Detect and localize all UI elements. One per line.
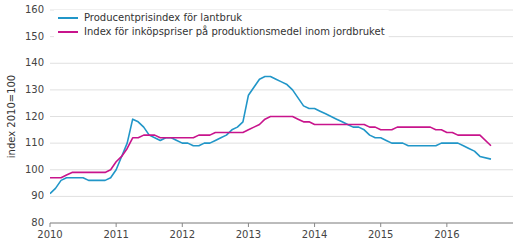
y-tick-label: 80 xyxy=(31,217,44,228)
y-tick-label: 140 xyxy=(25,57,44,68)
y-tick-label: 100 xyxy=(25,164,44,175)
y-tick-label: 160 xyxy=(25,4,44,15)
legend-item: Producentprisindex för lantbruk xyxy=(58,12,242,23)
x-tick xyxy=(314,223,315,227)
grid-line xyxy=(50,89,513,90)
legend-item: Index för inköpspriser på produktionsmed… xyxy=(58,25,385,37)
plot-area xyxy=(50,77,491,194)
y-tick-label: 110 xyxy=(25,137,44,148)
legend-background xyxy=(54,10,389,40)
legend-swatch xyxy=(58,31,78,33)
legend-swatch xyxy=(58,17,78,19)
grid-line xyxy=(50,169,513,170)
legend: Producentprisindex för lantbruk Index för… xyxy=(54,10,389,40)
y-tick-label: 130 xyxy=(25,84,44,95)
series-line xyxy=(50,117,491,178)
x-tick-label: 2015 xyxy=(368,229,393,240)
x-axis-line xyxy=(50,223,513,224)
x-tick xyxy=(380,223,381,227)
x-tick-label: 2011 xyxy=(103,229,128,240)
x-tick-label: 2014 xyxy=(302,229,327,240)
y-tick-label: 150 xyxy=(25,31,44,42)
x-tick xyxy=(446,223,447,227)
legend-label: Index för inköpspriser på produktionsmed… xyxy=(84,25,385,37)
x-tick-label: 2016 xyxy=(434,229,459,240)
grid-line xyxy=(50,63,513,64)
x-tick xyxy=(50,223,51,227)
grid-line xyxy=(50,223,513,224)
grid-line xyxy=(50,196,513,197)
x-tick-label: 2013 xyxy=(236,229,261,240)
x-tick-label: 2010 xyxy=(37,229,62,240)
x-tick xyxy=(248,223,249,227)
y-axis: 80 90 100 110 120 130 140 150 160 xyxy=(25,4,513,228)
legend-label: Producentprisindex för lantbruk xyxy=(84,12,242,23)
series-line xyxy=(50,77,491,194)
x-tick xyxy=(116,223,117,227)
y-axis-label: index 2010=100 xyxy=(6,75,17,158)
chart: 80 90 100 110 120 130 140 150 160 index 2010=100 2… xyxy=(0,0,529,249)
y-tick-label: 90 xyxy=(31,190,44,201)
x-tick xyxy=(182,223,183,227)
x-tick-label: 2012 xyxy=(170,229,195,240)
x-axis: 2010 2011 2012 2013 2014 2015 2016 xyxy=(37,223,513,240)
y-tick-label: 120 xyxy=(25,111,44,122)
